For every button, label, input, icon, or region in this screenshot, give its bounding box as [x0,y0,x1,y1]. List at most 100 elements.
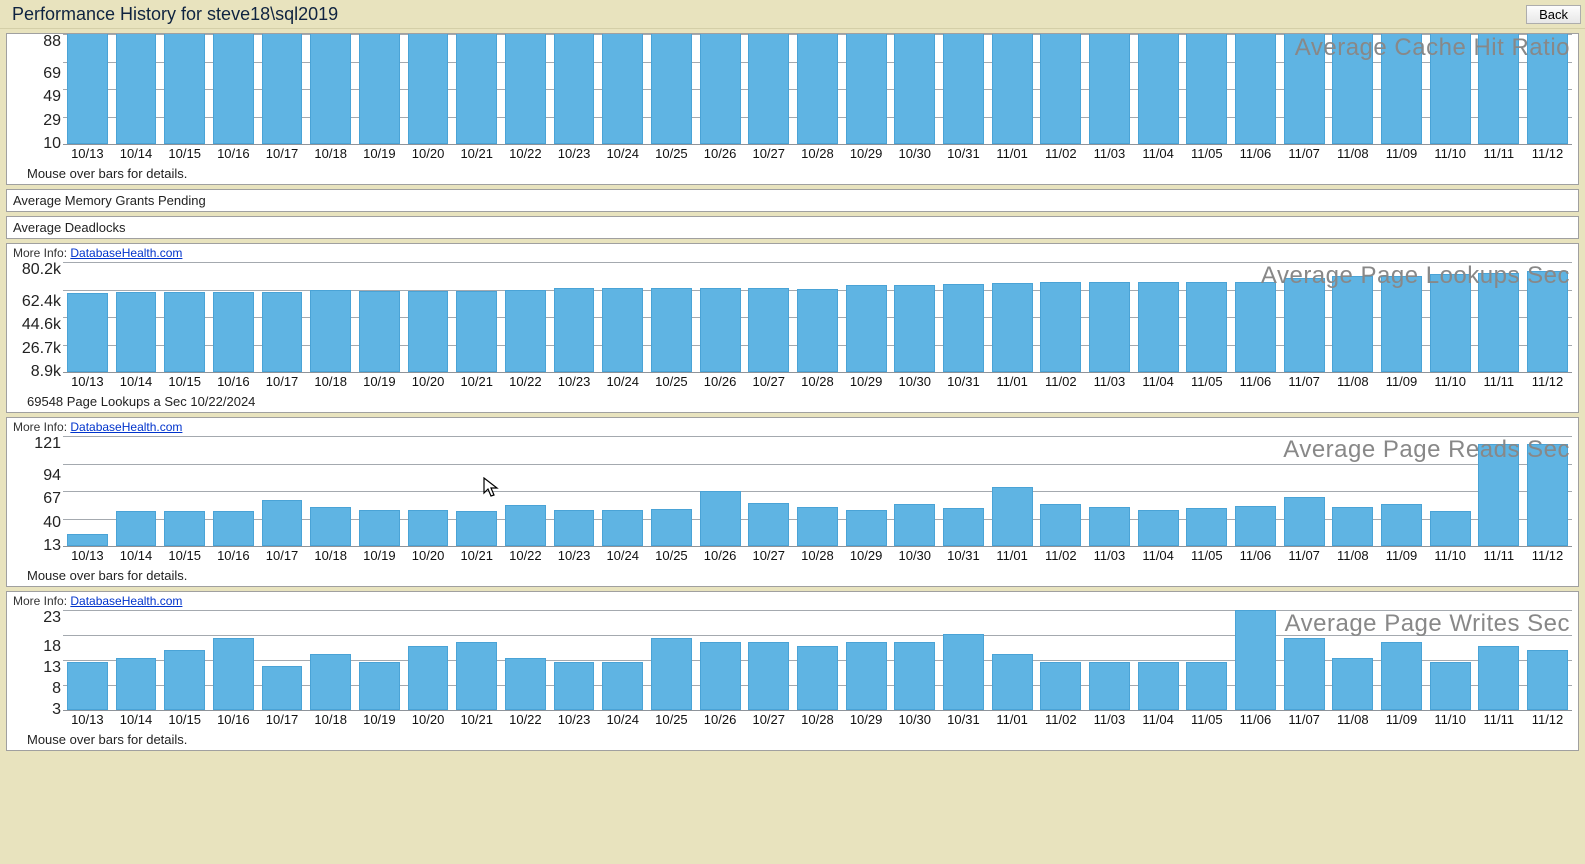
bar[interactable] [744,610,793,710]
bar[interactable] [1377,610,1426,710]
bar[interactable] [890,262,939,372]
bar[interactable] [404,436,453,546]
bar[interactable] [1036,610,1085,710]
bar[interactable] [890,436,939,546]
more-info-link[interactable]: DatabaseHealth.com [70,246,182,260]
bar[interactable] [1523,610,1572,710]
bar[interactable] [404,610,453,710]
bar[interactable] [258,262,307,372]
bar[interactable] [890,34,939,144]
bar[interactable] [209,610,258,710]
bar[interactable] [1377,262,1426,372]
bar[interactable] [842,34,891,144]
bar[interactable] [1134,34,1183,144]
bar[interactable] [1474,436,1523,546]
bar[interactable] [160,34,209,144]
bar[interactable] [1182,436,1231,546]
bar[interactable] [598,262,647,372]
bar[interactable] [112,436,161,546]
bar[interactable] [550,436,599,546]
bar[interactable] [1036,34,1085,144]
bar[interactable] [988,610,1037,710]
bar[interactable] [696,34,745,144]
bar[interactable] [793,610,842,710]
bar[interactable] [1523,436,1572,546]
bar[interactable] [1474,34,1523,144]
bar[interactable] [1280,34,1329,144]
bar[interactable] [112,610,161,710]
bar[interactable] [1474,262,1523,372]
bar[interactable] [501,262,550,372]
bar[interactable] [452,262,501,372]
bar[interactable] [452,436,501,546]
bar[interactable] [598,34,647,144]
bar[interactable] [1280,262,1329,372]
bar[interactable] [160,610,209,710]
bar[interactable] [452,34,501,144]
bar[interactable] [598,436,647,546]
bar[interactable] [1231,34,1280,144]
bar[interactable] [939,610,988,710]
bar[interactable] [1134,610,1183,710]
bar[interactable] [1426,436,1475,546]
more-info-link[interactable]: DatabaseHealth.com [70,594,182,608]
bar[interactable] [63,262,112,372]
bar[interactable] [160,262,209,372]
bar[interactable] [842,436,891,546]
bar[interactable] [258,436,307,546]
bar[interactable] [1280,610,1329,710]
bar[interactable] [1328,610,1377,710]
bar[interactable] [1182,34,1231,144]
bar[interactable] [1231,262,1280,372]
bar[interactable] [1280,436,1329,546]
bar[interactable] [209,262,258,372]
bar[interactable] [550,34,599,144]
bar[interactable] [842,262,891,372]
bar[interactable] [744,34,793,144]
bar[interactable] [1085,436,1134,546]
bar[interactable] [1474,610,1523,710]
bar[interactable] [939,436,988,546]
bar[interactable] [306,34,355,144]
bar[interactable] [1426,610,1475,710]
bar[interactable] [355,34,404,144]
bar[interactable] [647,610,696,710]
bar[interactable] [842,610,891,710]
bar[interactable] [1426,262,1475,372]
bar[interactable] [1182,610,1231,710]
bar[interactable] [1523,34,1572,144]
bar[interactable] [988,34,1037,144]
bar[interactable] [1085,34,1134,144]
bar[interactable] [404,262,453,372]
bar[interactable] [501,34,550,144]
bar[interactable] [647,436,696,546]
back-button[interactable]: Back [1526,5,1581,24]
bar[interactable] [647,262,696,372]
bar[interactable] [793,34,842,144]
bar[interactable] [1231,436,1280,546]
bar[interactable] [1036,262,1085,372]
bar[interactable] [696,436,745,546]
bar[interactable] [598,610,647,710]
bar[interactable] [355,610,404,710]
bar[interactable] [355,262,404,372]
bar[interactable] [939,262,988,372]
bar[interactable] [501,436,550,546]
bar[interactable] [63,610,112,710]
bar[interactable] [1328,436,1377,546]
bar[interactable] [1426,34,1475,144]
bar[interactable] [988,262,1037,372]
bar[interactable] [744,436,793,546]
bar[interactable] [793,262,842,372]
bar[interactable] [209,436,258,546]
bar[interactable] [550,610,599,710]
bar[interactable] [696,262,745,372]
bar[interactable] [939,34,988,144]
bar[interactable] [452,610,501,710]
bar[interactable] [306,436,355,546]
bar[interactable] [63,436,112,546]
bar[interactable] [1085,262,1134,372]
bar[interactable] [160,436,209,546]
bar[interactable] [1328,262,1377,372]
bar[interactable] [1134,436,1183,546]
